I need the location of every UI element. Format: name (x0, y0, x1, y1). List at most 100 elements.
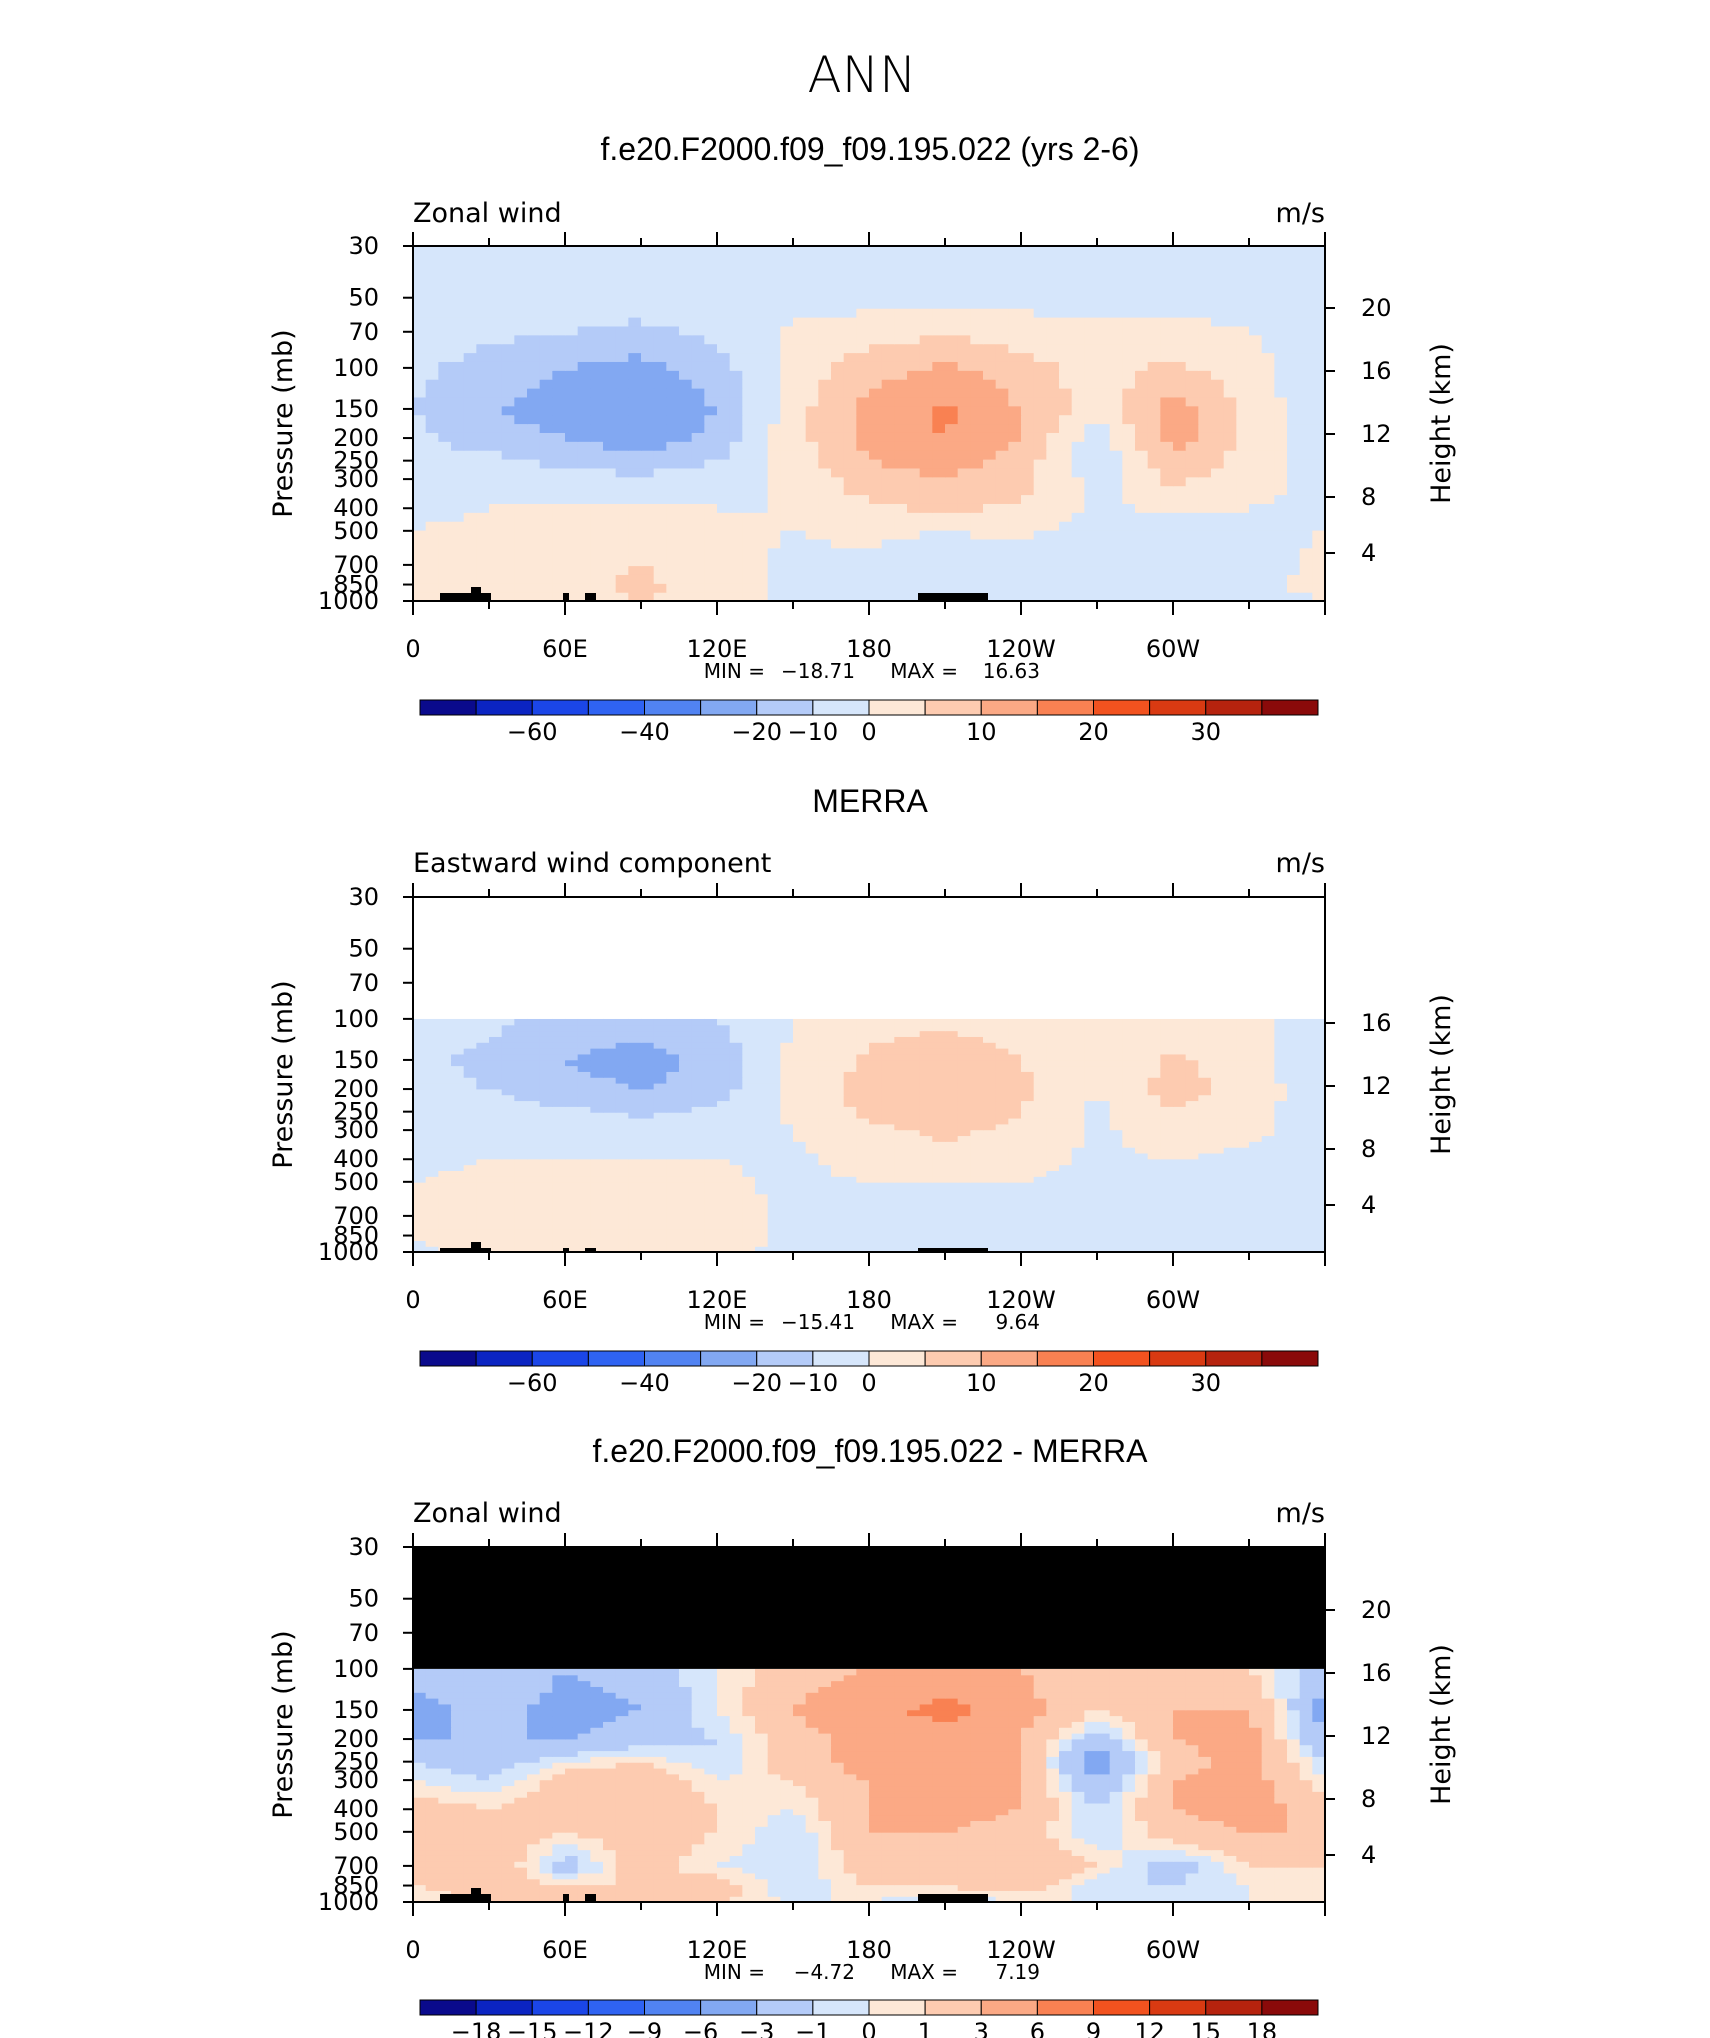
heatmap-cell (527, 325, 541, 336)
heatmap-cell (1084, 1187, 1098, 1195)
heatmap-cell (552, 530, 566, 540)
heatmap-cell (805, 1164, 819, 1172)
heatmap-cell (1046, 370, 1060, 380)
heatmap-cell (527, 592, 541, 602)
heatmap-cell (1274, 1100, 1288, 1107)
heatmap-cell (907, 1205, 921, 1212)
heatmap-cell (755, 1112, 769, 1119)
heatmap-cell (489, 1234, 503, 1241)
heatmap-cell (729, 556, 743, 567)
heatmap-cell (615, 583, 629, 593)
heatmap-cell (818, 405, 832, 416)
heatmap-cell (843, 1170, 857, 1177)
heatmap-cell (1198, 343, 1212, 354)
heatmap-cell (843, 1135, 857, 1142)
heatmap-cell (653, 1129, 667, 1137)
heatmap-cell (1160, 583, 1174, 593)
heatmap-cell (793, 592, 807, 602)
heatmap-cell (438, 1094, 452, 1102)
heatmap-cell (1160, 1117, 1174, 1125)
heatmap-cell (995, 1211, 1009, 1218)
colorbar-swatch (812, 699, 870, 716)
heatmap-cell (1033, 263, 1047, 274)
heatmap-cell (717, 1152, 731, 1160)
heatmap-cell (1021, 1193, 1035, 1201)
heatmap-cell (666, 1246, 680, 1253)
heatmap-cell (1173, 1211, 1187, 1218)
heatmap-cell (603, 352, 617, 362)
heatmap-cell (957, 405, 971, 416)
heatmap-cell (1261, 1187, 1275, 1195)
heatmap-cell (463, 414, 477, 425)
heatmap-cell (742, 1246, 756, 1253)
heatmap-cell (463, 1158, 477, 1166)
heatmap-cell (1135, 1112, 1149, 1119)
heatmap-cell (780, 1199, 794, 1206)
heatmap-cell (1312, 352, 1326, 362)
heatmap-cell (919, 1117, 933, 1125)
heatmap-cell (869, 485, 883, 496)
heatmap-cell (957, 246, 971, 256)
heatmap-cell (451, 1112, 465, 1119)
heatmap-cell (755, 414, 769, 425)
heatmap-cell (641, 1199, 655, 1206)
heatmap-cell (527, 1100, 541, 1107)
heatmap-cell (653, 317, 667, 327)
heatmap-cell (565, 1222, 579, 1230)
heatmap-cell (501, 352, 515, 362)
heatmap-cell (590, 281, 604, 291)
heatmap-cell (767, 423, 781, 433)
heatmap-cell (983, 299, 997, 309)
heatmap-cell (1211, 432, 1225, 442)
heatmap-cell (1299, 1187, 1313, 1195)
heatmap-cell (1059, 521, 1073, 531)
heatmap-cell (565, 272, 579, 283)
heatmap-cell (742, 583, 756, 593)
heatmap-cell (438, 396, 452, 407)
heatmap-cell (729, 396, 743, 407)
heatmap-cell (666, 485, 680, 496)
heatmap-cell (1299, 1117, 1313, 1125)
heatmap-cell (666, 379, 680, 389)
heatmap-cell (628, 556, 642, 567)
heatmap-cell (729, 1147, 743, 1154)
heatmap-cell (767, 1246, 781, 1253)
heatmap-cell (818, 396, 832, 407)
heatmap-cell (805, 592, 819, 602)
heatmap-cell (552, 325, 566, 336)
heatmap-cell (1071, 467, 1085, 478)
heatmap-cell (919, 583, 933, 593)
heatmap-cell (539, 441, 553, 451)
heatmap-cell (666, 1112, 680, 1119)
heatmap-cell (489, 379, 503, 389)
heatmap-cell (603, 272, 617, 283)
heatmap-cell (565, 1211, 579, 1218)
heatmap-cell (691, 334, 705, 345)
heatmap-cell (919, 1088, 933, 1096)
heatmap-cell (565, 1246, 579, 1253)
heatmap-cell (945, 343, 959, 354)
heatmap-cell (1097, 308, 1111, 318)
heatmap-cell (945, 1094, 959, 1102)
heatmap-cell (894, 254, 908, 265)
heatmap-cell (1008, 272, 1022, 283)
heatmap-cell (603, 583, 617, 593)
heatmap-cell (995, 1158, 1009, 1166)
heatmap-cell (501, 556, 515, 567)
heatmap-cell (666, 1123, 680, 1131)
heatmap-cell (1274, 1217, 1288, 1224)
heatmap-cell (919, 1199, 933, 1206)
heatmap-cell (1084, 1123, 1098, 1131)
heatmap-cell (1160, 1222, 1174, 1230)
heatmap-cell (451, 1152, 465, 1160)
heatmap-cell (489, 317, 503, 327)
heatmap-cell (1198, 521, 1212, 531)
heatmap-cell (1185, 1182, 1199, 1189)
heatmap-cell (1097, 467, 1111, 478)
heatmap-cell (1046, 1158, 1060, 1166)
heatmap-cell (552, 379, 566, 389)
heatmap-cell (641, 592, 655, 602)
heatmap-cell (1211, 583, 1225, 593)
heatmap-cell (1249, 494, 1263, 504)
heatmap-cell (476, 1234, 490, 1241)
